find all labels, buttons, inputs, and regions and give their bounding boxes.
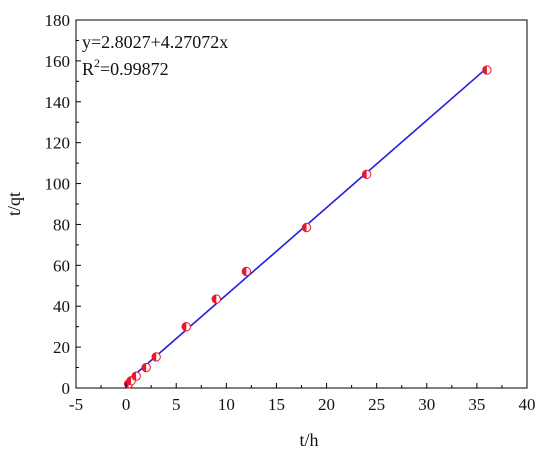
x-tick-label: 25 xyxy=(368,395,385,414)
data-point-outline xyxy=(126,376,136,386)
data-point xyxy=(482,65,492,75)
y-tick-label: 0 xyxy=(62,379,71,398)
data-point xyxy=(151,352,161,362)
data-point-outline xyxy=(361,169,372,180)
data-point-fill xyxy=(151,352,157,362)
x-tick-label: 5 xyxy=(172,395,181,414)
y-tick-label: 140 xyxy=(45,93,71,112)
x-axis: -5 0 5 10 15 20 25 30 35 40 xyxy=(69,383,536,414)
data-point-fill xyxy=(126,376,132,386)
data-point-fill xyxy=(482,65,487,75)
data-point xyxy=(141,362,151,373)
y-tick-label: 60 xyxy=(53,256,70,275)
data-point-outline xyxy=(301,222,312,233)
x-tick-label: 15 xyxy=(268,395,285,414)
data-point-outline xyxy=(181,321,191,332)
x-tick-label: 0 xyxy=(122,395,131,414)
data-point-fill xyxy=(242,267,247,276)
data-point-outline xyxy=(211,294,222,304)
x-tick-label: 20 xyxy=(318,395,335,414)
y-tick-label: 180 xyxy=(45,11,71,30)
x-tick-label: 40 xyxy=(519,395,536,414)
r-squared-label: R2=0.99872 xyxy=(82,56,169,79)
data-point-outline xyxy=(151,352,161,362)
data-point xyxy=(241,266,252,277)
y-tick-label: 120 xyxy=(45,134,71,153)
y-axis: 0 20 40 60 80 100 120 140 160 180 xyxy=(45,11,81,398)
x-tick-label: 10 xyxy=(218,395,235,414)
data-point-fill xyxy=(302,223,307,232)
fit-equation-label: y=2.8027+4.27072x xyxy=(82,32,228,52)
y-tick-label: 40 xyxy=(53,297,70,316)
data-point-outline xyxy=(131,371,141,381)
x-tick-label: 35 xyxy=(468,395,485,414)
y-axis-title: t/qt xyxy=(4,192,24,216)
data-points xyxy=(123,65,492,389)
x-axis-title: t/h xyxy=(299,430,318,450)
data-point xyxy=(181,321,191,332)
y-tick-label: 80 xyxy=(53,215,70,234)
y-tick-label: 20 xyxy=(53,338,70,357)
data-point-fill xyxy=(141,363,147,372)
r-squared-symbol: R xyxy=(82,59,94,79)
data-point xyxy=(301,222,312,233)
data-point xyxy=(211,294,222,304)
r-squared-value: =0.99872 xyxy=(100,59,169,79)
r-squared-superscript: 2 xyxy=(94,56,100,70)
data-point-fill xyxy=(182,322,187,331)
y-tick-label: 160 xyxy=(45,52,71,71)
data-point-outline xyxy=(241,266,252,277)
data-point-fill xyxy=(212,294,217,304)
y-tick-label: 100 xyxy=(45,175,71,194)
data-point-outline xyxy=(141,362,151,373)
data-point-fill xyxy=(131,371,137,381)
x-tick-label: 30 xyxy=(418,395,435,414)
data-point-outline xyxy=(482,65,492,75)
data-point xyxy=(131,371,141,381)
data-point xyxy=(361,169,372,180)
x-tick-label: -5 xyxy=(69,395,83,414)
data-point-fill xyxy=(362,170,367,179)
